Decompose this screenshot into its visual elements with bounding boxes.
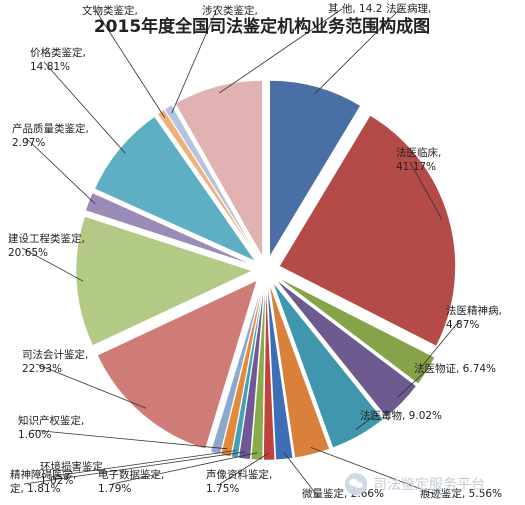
leader-line — [310, 447, 435, 495]
leader-line — [218, 8, 343, 94]
slice-label: 电子数据鉴定, 1.79% — [98, 468, 164, 495]
leader-line — [35, 363, 147, 409]
leader-line — [53, 450, 236, 477]
leader-line — [409, 161, 443, 220]
pie-slice — [277, 277, 436, 385]
leader-line — [314, 8, 401, 94]
slice-label: 法医临床, 41.17% — [396, 146, 441, 173]
wechat-icon — [345, 473, 367, 495]
pie-slice — [269, 283, 330, 459]
leader-line — [420, 319, 461, 368]
slice-label: 法医病理, — [386, 2, 431, 15]
watermark-text: 司法鉴定服务平台 — [373, 477, 485, 493]
slice-label: 环境损害鉴定, 1.02% — [40, 460, 106, 487]
leader-line — [31, 429, 228, 450]
chart-title: 2015年度全国司法鉴定机构业务范围构成图 — [94, 16, 430, 37]
pie-slice — [238, 283, 265, 460]
pie-slice — [272, 282, 384, 449]
leader-line — [23, 451, 246, 485]
pie-slice — [275, 279, 417, 418]
slice-label: 司法会计鉴定, 22.93% — [22, 348, 88, 375]
leader-line — [219, 452, 270, 485]
leader-line — [21, 247, 84, 282]
slice-label: 知识产权鉴定, 1.60% — [18, 414, 84, 441]
leader-line — [111, 452, 258, 485]
slice-label: 价格类鉴定, 14.81% — [30, 46, 86, 73]
slice-label: 产品质量类鉴定, 2.97% — [12, 122, 89, 149]
pie-slice — [85, 192, 254, 266]
pie-slice — [279, 114, 456, 347]
leader-line — [355, 415, 375, 430]
leader-line — [95, 10, 166, 118]
pie-slice — [94, 116, 257, 262]
slice-labels: 法医病理, 法医临床, 41.17% 法医精神病, 4.87% 法医物证, 6.74% 法医… — [8, 2, 502, 500]
slice-label: 法医物证, 6.74% — [414, 362, 496, 375]
leader-line — [396, 368, 429, 398]
leader-line — [43, 61, 126, 154]
leader-line — [283, 451, 317, 495]
slice-label: 痕迹鉴定, 5.56% — [420, 487, 502, 500]
pie-slice — [75, 216, 253, 346]
pie-slices — [75, 80, 456, 461]
pie-slice — [250, 283, 266, 461]
slice-label: 其 他, 14.2 — [328, 2, 382, 15]
leader-line — [25, 137, 96, 205]
pie-slice — [269, 80, 361, 258]
pie-slice — [174, 80, 263, 258]
slice-label: 法医毒物, 9.02% — [360, 409, 442, 422]
slice-label: 建设工程类鉴定, 20.65% — [8, 232, 85, 259]
pie-slice — [263, 283, 276, 461]
slice-label: 文物类鉴定, — [82, 4, 138, 17]
pie-slice — [267, 283, 294, 461]
slice-label: 法医精神病, 4.87% — [446, 304, 502, 331]
leader-line — [171, 10, 217, 114]
pie-slice — [220, 283, 264, 458]
slice-label: 声像资料鉴定, 1.75% — [206, 468, 272, 495]
slice-label: 精神障碍医学,定, 1.81% — [10, 468, 76, 495]
leader-lines — [21, 8, 461, 495]
watermark: 司法鉴定服务平台 — [345, 469, 520, 499]
slice-label: 涉农类鉴定, — [202, 4, 258, 17]
pie-slice — [164, 104, 260, 259]
